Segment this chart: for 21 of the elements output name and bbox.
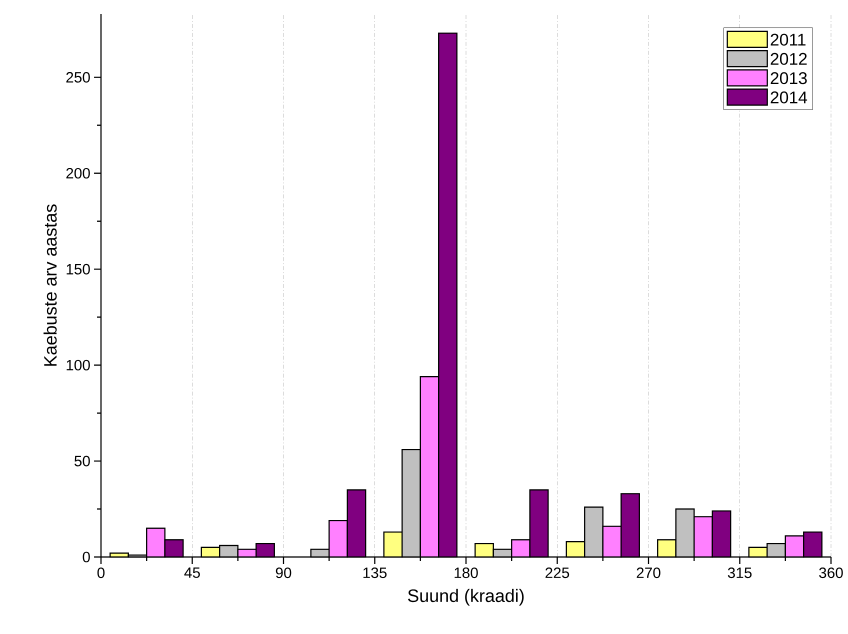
- x-tick-label: 225: [546, 567, 570, 578]
- x-tick-label: 360: [819, 567, 843, 578]
- x-tick-label: 45: [184, 567, 200, 578]
- legend-label: 2013: [770, 72, 807, 84]
- x-tick-label: 90: [276, 567, 292, 578]
- legend-label: 2011: [770, 34, 806, 46]
- x-tick-label: 315: [728, 567, 752, 578]
- y-tick-label: 0: [82, 552, 90, 562]
- y-axis-title: Kaebuste arv aastas: [44, 204, 57, 366]
- x-tick-label: 0: [97, 567, 105, 578]
- legend-label: 2014: [770, 91, 808, 104]
- y-tick-label: 250: [66, 72, 90, 83]
- legend-label: 2012: [770, 52, 807, 65]
- x-tick-label: 270: [636, 567, 660, 578]
- x-axis-title: Suund (kraadi): [408, 588, 524, 606]
- x-tick-label: 135: [363, 567, 387, 578]
- x-tick-label: 180: [454, 567, 478, 578]
- y-tick-label: 150: [66, 264, 90, 274]
- y-tick-label: 200: [66, 168, 90, 179]
- y-tick-label: 100: [66, 360, 90, 370]
- y-tick-label: 50: [74, 456, 90, 466]
